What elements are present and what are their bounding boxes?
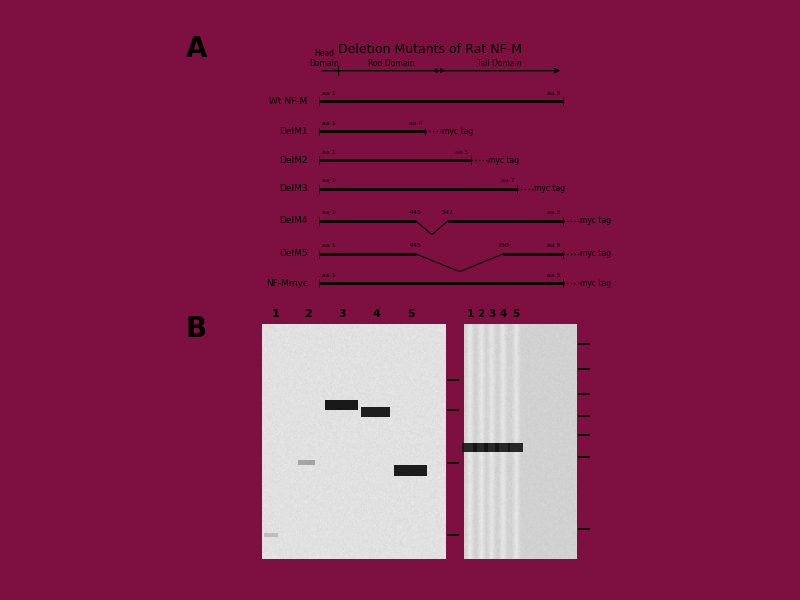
- Text: aa 5: aa 5: [547, 211, 561, 215]
- Text: myc tag: myc tag: [579, 250, 610, 259]
- Text: DelM3: DelM3: [279, 184, 308, 193]
- Text: DelM1: DelM1: [279, 127, 308, 136]
- Text: aa 1: aa 1: [322, 178, 335, 183]
- Text: 4: 4: [373, 309, 381, 319]
- Text: DelM2: DelM2: [279, 155, 308, 164]
- Text: 4: 4: [499, 309, 507, 319]
- Text: myc tag: myc tag: [487, 155, 518, 164]
- Text: aa 5: aa 5: [547, 91, 561, 95]
- Bar: [473, 443, 487, 452]
- Text: myc tag: myc tag: [534, 184, 565, 193]
- Text: myc tag: myc tag: [579, 217, 610, 226]
- Text: 750: 750: [498, 244, 509, 248]
- Text: myc tag: myc tag: [442, 127, 473, 136]
- Text: aa 1: aa 1: [322, 91, 335, 95]
- Text: aa 5: aa 5: [547, 244, 561, 248]
- Text: Rod Domain: Rod Domain: [368, 59, 415, 68]
- Bar: [484, 443, 498, 452]
- Text: Deletion Mutants of Rat NF-M: Deletion Mutants of Rat NF-M: [338, 43, 522, 56]
- Text: aa 7: aa 7: [501, 178, 514, 183]
- Bar: [264, 533, 278, 537]
- Text: 445: 445: [410, 211, 422, 215]
- Text: B: B: [186, 314, 207, 343]
- Text: 5: 5: [407, 309, 415, 319]
- Text: 547: 547: [442, 211, 454, 215]
- Bar: [325, 400, 358, 410]
- Text: 2: 2: [478, 309, 485, 319]
- Text: Head
Domain: Head Domain: [309, 49, 338, 68]
- Text: DelM4: DelM4: [279, 217, 308, 226]
- Bar: [495, 443, 510, 452]
- Text: 5: 5: [513, 309, 520, 319]
- Text: 3: 3: [489, 309, 496, 319]
- Text: 445: 445: [410, 244, 422, 248]
- Bar: [394, 466, 427, 476]
- Text: 3: 3: [338, 309, 346, 319]
- Text: 2: 2: [304, 309, 311, 319]
- Text: NF-Mmyc: NF-Mmyc: [266, 278, 308, 287]
- Text: aa 1: aa 1: [322, 149, 335, 155]
- Text: aa 5: aa 5: [547, 272, 561, 278]
- Bar: [298, 460, 314, 466]
- Bar: [361, 407, 390, 418]
- Text: 1: 1: [466, 309, 474, 319]
- Text: A: A: [186, 35, 207, 63]
- Text: aa 4: aa 4: [409, 121, 422, 126]
- Text: Tail Domain: Tail Domain: [478, 59, 522, 68]
- Text: Wt NF-M: Wt NF-M: [270, 97, 308, 106]
- Text: aa 1: aa 1: [322, 211, 335, 215]
- Text: myc tag: myc tag: [579, 278, 610, 287]
- Text: 1: 1: [272, 309, 279, 319]
- Text: DelM5: DelM5: [279, 250, 308, 259]
- Text: aa 1: aa 1: [322, 121, 335, 126]
- Text: aa 1: aa 1: [322, 272, 335, 278]
- Bar: [508, 443, 522, 452]
- Text: aa 5: aa 5: [455, 149, 469, 155]
- Text: aa 1: aa 1: [322, 244, 335, 248]
- Bar: [462, 443, 477, 452]
